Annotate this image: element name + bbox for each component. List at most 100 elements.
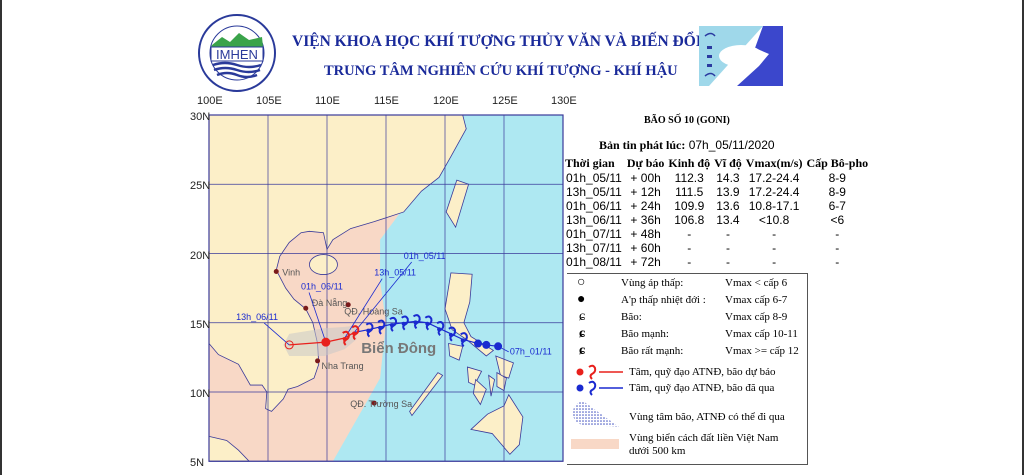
column-header: Vmax(m/s) <box>745 156 803 170</box>
table-cell: <10.8 <box>758 213 790 227</box>
table-cell: <6 <box>830 213 845 227</box>
table-cell: - <box>725 241 730 255</box>
forecast-label-leader <box>263 322 290 346</box>
label-leader <box>497 345 509 353</box>
place-label-hoangsa: QĐ. Hoàng Sa <box>344 307 403 317</box>
past-storm-symbol-icon <box>365 322 374 338</box>
table-row: 13h_05/11 + 12h 111.5 13.9 17.2-24.4 8-9 <box>563 185 870 199</box>
legend-symbol-0-icon: ○ <box>577 275 586 290</box>
past-storm-symbol-icon <box>460 332 468 348</box>
table-cell: + 00h <box>630 171 661 185</box>
table-cell: 112.3 <box>674 171 704 185</box>
lon-label: 105E <box>256 95 282 107</box>
table-row: 01h_07/11 + 48h - - - - <box>563 227 870 241</box>
table-cell: - <box>835 227 840 241</box>
forecast-time-label: 13h_05/11 <box>374 268 416 278</box>
taiwan-island <box>445 179 470 229</box>
forecast-storm-symbol-icon <box>342 330 350 346</box>
map-frame <box>208 114 564 462</box>
legend-item-name: A'p thấp nhiệt đới : <box>621 294 706 306</box>
past-storm-symbol-icon-core <box>425 321 430 326</box>
table-cell: 109.9 <box>674 199 705 213</box>
city-marker <box>315 358 321 364</box>
table-cell: 17.2-24.4 <box>748 185 800 199</box>
lat-label: 25N <box>190 180 211 193</box>
column-header: Vĩ độ <box>714 156 742 170</box>
place-label-biendong: Biển Đông <box>361 340 436 357</box>
table-row: 01h_08/11 + 72h - - - - <box>563 255 870 269</box>
legend-item-value: Vmax cấp 8-9 <box>725 311 788 323</box>
past-storm-symbol-icon <box>377 319 386 335</box>
past-depression-point <box>482 340 491 349</box>
column-header: Kinh độ <box>668 156 711 170</box>
imhen-logo: IMHEN <box>198 14 276 92</box>
lat-label: 30N <box>190 111 211 123</box>
place-label-danang: Đà Nẵng <box>312 298 348 308</box>
legend-forecast: Tâm, quỹ đạo ATNĐ, bão dự báo <box>629 366 776 378</box>
forecast-time-label: 13h_06/11 <box>236 312 278 322</box>
table-cell: + 48h <box>630 227 661 241</box>
table-cell: 13.9 <box>716 185 740 199</box>
cmetc-logo <box>699 26 783 86</box>
table-cell: + 12h <box>630 185 661 199</box>
philippine-island <box>470 393 524 455</box>
table-cell: + 72h <box>630 255 661 269</box>
table-row: 01h_05/11 + 00h 112.3 14.3 17.2-24.4 8-9 <box>563 171 870 185</box>
forecast-time-label: 01h_05/11 <box>404 251 446 261</box>
lat-label: 20N <box>190 249 211 262</box>
legend-past: Tâm, quỹ đạo ATNĐ, bão đã qua <box>629 382 775 394</box>
table-cell: 01h_06/11 <box>566 199 622 213</box>
table-header-row: Thời gian Dự báo Kinh độ Vĩ độ Vmax(m/s) Cấp … <box>563 156 870 171</box>
past-storm-symbol-icon <box>401 315 409 331</box>
city-marker <box>273 269 279 275</box>
institute-title: VIỆN KHOA HỌC KHÍ TƯỢNG THỦY VĂN VÀ BIẾN… <box>292 33 775 50</box>
past-storm-symbol-icon-core <box>448 332 453 337</box>
lon-label: 115E <box>374 95 399 107</box>
table-cell: - <box>687 255 692 269</box>
table-cell: 8-9 <box>828 185 846 199</box>
lat-label: 15N <box>190 318 211 331</box>
column-header: Thời gian <box>565 156 615 170</box>
table-cell: - <box>772 241 777 255</box>
past-storm-symbol-icon-core <box>366 328 371 333</box>
table-cell: 01h_07/11 <box>566 227 622 241</box>
zone-swatch <box>571 439 619 449</box>
lat-label: 5N <box>190 457 205 470</box>
table-cell: - <box>772 227 777 241</box>
center-title: TRUNG TÂM NGHIÊN CỨU KHÍ TƯỢNG - KHÍ HẬU <box>324 63 678 79</box>
past-storm-symbol-icon-core <box>389 323 394 328</box>
philippine-island <box>448 343 464 361</box>
table-cell: + 36h <box>630 213 661 227</box>
past-storm-symbol-icon <box>412 314 421 330</box>
lon-label: 130E <box>551 95 577 107</box>
legend-symbol-1-icon: ● <box>577 292 586 307</box>
past-storm-symbol-icon <box>389 316 398 332</box>
table-cell: - <box>725 227 730 241</box>
column-header: Dự báo <box>626 156 665 170</box>
forecast-storm-symbol-icon-core <box>352 331 357 336</box>
table-cell: - <box>835 241 840 255</box>
lon-label: 100E <box>197 95 223 107</box>
cone-swatch-icon <box>573 401 619 427</box>
legend-cone: Vùng tâm bão, ATNĐ có thể đi qua <box>629 411 785 423</box>
table-cell: 13.6 <box>716 199 740 213</box>
past-storm-symbol-icon-core <box>378 325 383 330</box>
past-storm-symbol-icon-core <box>437 327 442 332</box>
lat-label: 10N <box>190 388 211 400</box>
table-row: 01h_06/11 + 24h 109.9 13.6 10.8-17.1 6-7 <box>563 199 870 213</box>
table-cell: 10.8-17.1 <box>748 199 800 213</box>
table-cell: - <box>725 255 730 269</box>
legend-item-name: Bão rất mạnh: <box>621 345 684 357</box>
lon-label: 110E <box>315 95 340 107</box>
legend-zone: Vùng biển cách đất liền Việt Nam dưới 50… <box>629 432 779 457</box>
table-cell: - <box>687 227 692 241</box>
legend-item-name: Bão: <box>621 311 642 323</box>
issued-line: Bản tin phát lúc: 07h_05/11/2020 <box>599 138 775 153</box>
place-label-nhatrang: Nha Trang <box>322 361 364 371</box>
lon-label: 125E <box>492 95 518 107</box>
table-cell: 13.4 <box>716 213 740 227</box>
place-label-vinh: Vinh <box>282 268 300 278</box>
map-legend: ○ Vùng áp thấp: Vmax < cấp 6 ● A'p thấp n… <box>567 273 808 465</box>
